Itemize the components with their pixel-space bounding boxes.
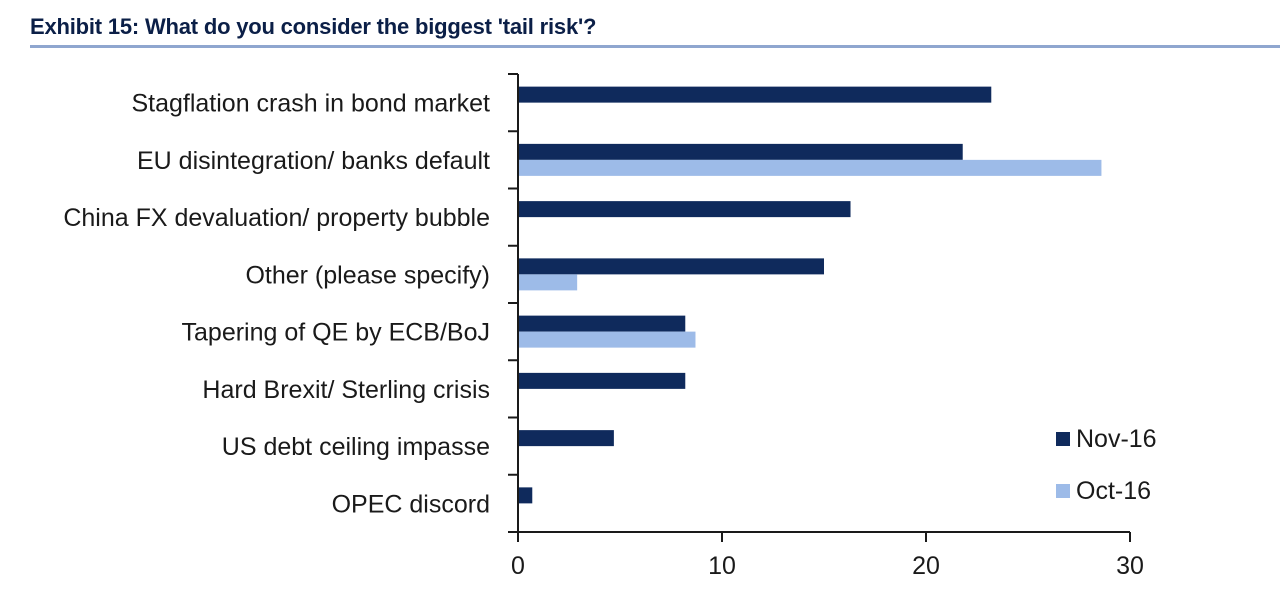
chart-title: Exhibit 15: What do you consider the big… [30,14,597,39]
bar-nov-16 [518,487,533,504]
bar-nov-16 [518,201,851,218]
bar-nov-16 [518,315,686,332]
title-rule [30,45,1280,48]
bar-nov-16 [518,143,963,160]
legend-swatch [1056,484,1070,498]
bar-oct-16 [518,159,1102,176]
bar-oct-16 [518,274,578,291]
category-label: China FX devaluation/ property bubble [63,204,490,232]
category-label: EU disintegration/ banks default [137,147,490,175]
category-label: Tapering of QE by ECB/BoJ [182,319,490,347]
legend-label: Nov-16 [1076,425,1157,453]
legend-swatch [1056,432,1070,446]
category-label: Hard Brexit/ Sterling crisis [202,376,490,404]
category-label: Stagflation crash in bond market [131,90,490,118]
bars [518,86,1102,504]
x-tick-label: 0 [511,552,525,580]
bar-nov-16 [518,258,824,275]
bar-nov-16 [518,430,614,447]
category-labels: Stagflation crash in bond market EU disin… [63,90,490,519]
x-tick-label: 20 [912,552,940,580]
x-tick-label: 30 [1116,552,1144,580]
x-tick-label: 10 [708,552,736,580]
bar-nov-16 [518,86,992,103]
axes [508,73,1131,542]
x-tick-labels: 0 10 20 30 [511,552,1144,580]
bar-nov-16 [518,372,686,389]
legend: Nov-16 Oct-16 [1056,425,1157,505]
bar-oct-16 [518,331,696,348]
category-label: Other (please specify) [245,261,490,289]
legend-label: Oct-16 [1076,477,1151,505]
category-label: OPEC discord [332,490,490,518]
category-label: US debt ceiling impasse [222,433,490,461]
